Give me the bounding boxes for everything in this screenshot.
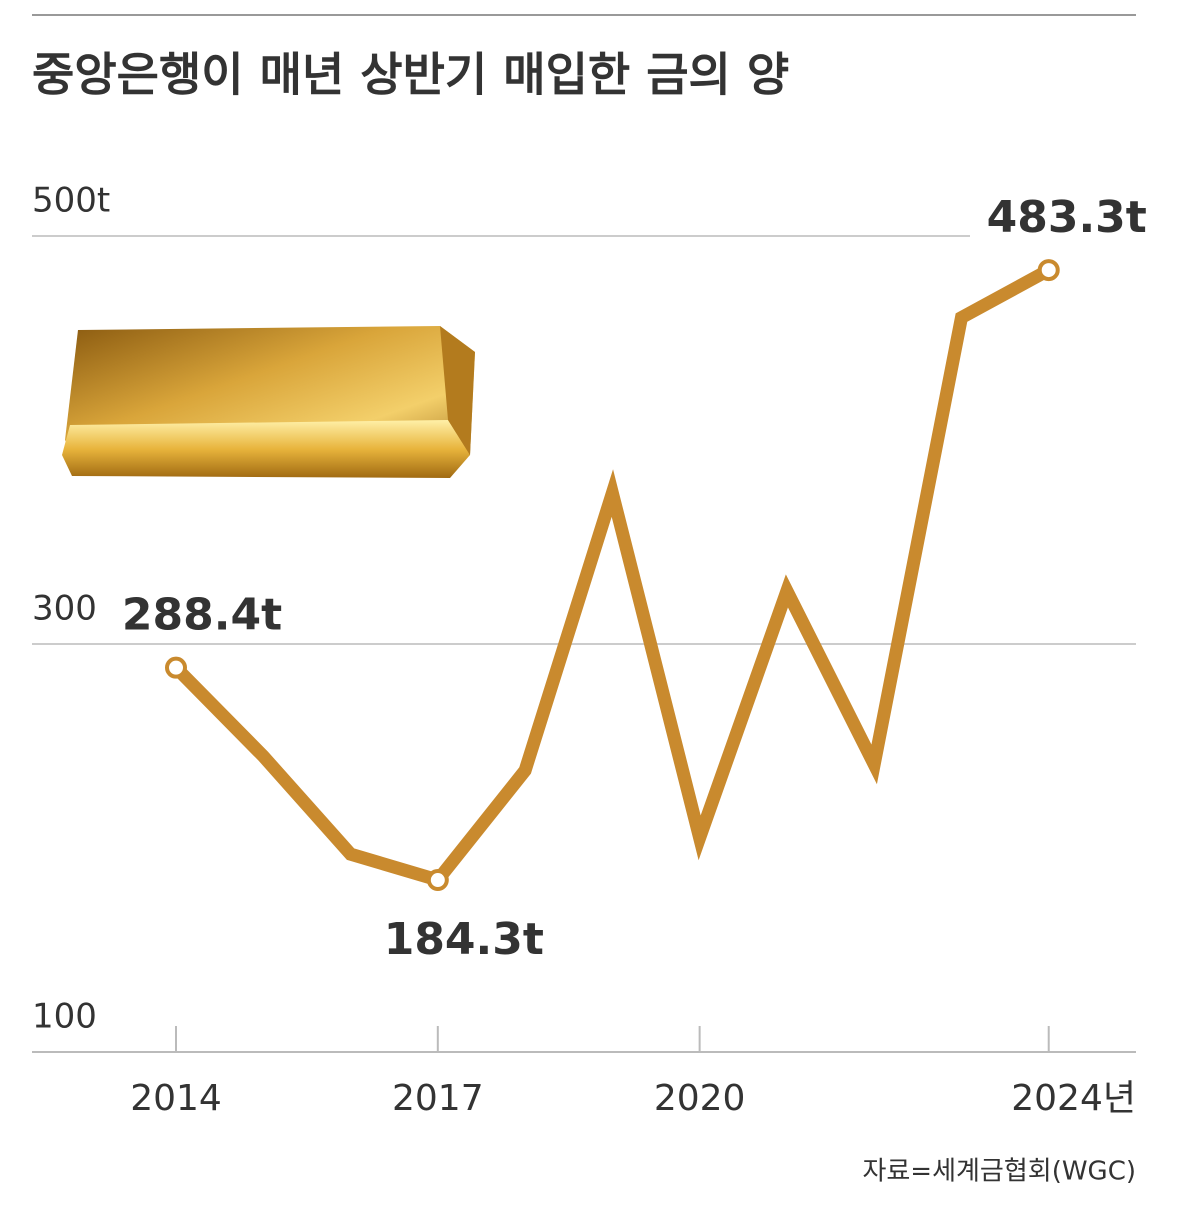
data-line xyxy=(171,264,1052,888)
chart-title: 중앙은행이 매년 상반기 매입한 금의 양 xyxy=(32,48,789,102)
y-tick-label: 300 xyxy=(32,589,97,629)
gold-bar-illustration xyxy=(62,326,475,478)
source-note: 자료=세계금협회(WGC) xyxy=(862,1157,1136,1187)
x-tick-label: 2024년 xyxy=(1011,1078,1136,1119)
data-label: 483.3t xyxy=(987,192,1147,243)
x-tick-label: 2020 xyxy=(654,1078,746,1119)
data-label: 288.4t xyxy=(122,590,282,641)
point-marker xyxy=(1037,259,1060,282)
point-marker xyxy=(165,656,187,679)
point-marker xyxy=(426,869,449,892)
x-tick-label: 2017 xyxy=(392,1078,484,1119)
data-label: 184.3t xyxy=(384,914,544,965)
y-tick-label: 100 xyxy=(32,997,97,1037)
y-tick-label: 500t xyxy=(32,181,110,221)
x-tick-label: 2014 xyxy=(130,1078,222,1119)
